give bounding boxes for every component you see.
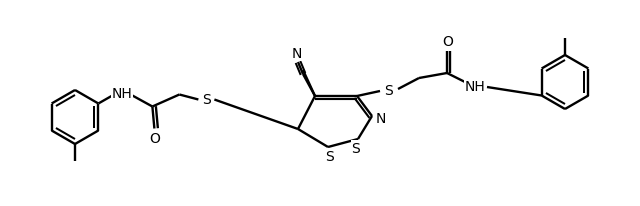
Text: S: S <box>202 93 211 107</box>
Text: NH: NH <box>112 87 132 101</box>
Text: O: O <box>149 132 160 146</box>
Text: N: N <box>376 111 386 125</box>
Text: S: S <box>385 84 394 97</box>
Text: S: S <box>326 149 334 163</box>
Text: NH: NH <box>465 80 485 94</box>
Text: N: N <box>292 47 302 61</box>
Text: S: S <box>351 141 360 155</box>
Text: N: N <box>293 47 303 61</box>
Text: O: O <box>443 35 453 49</box>
